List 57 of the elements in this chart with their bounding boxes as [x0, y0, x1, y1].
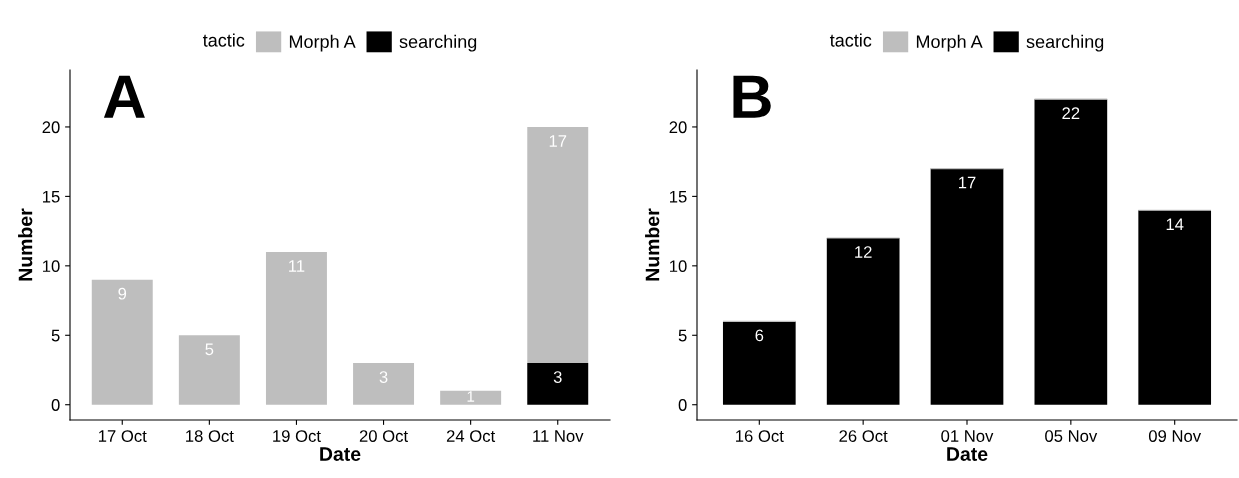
x-tick-label: 17 Oct	[98, 430, 147, 442]
y-axis-title: Number	[18, 208, 33, 281]
bar	[91, 279, 153, 405]
y-tick-label: 5	[51, 329, 60, 342]
y-tick-label: 15	[670, 190, 687, 203]
data-label: 22	[1062, 107, 1080, 119]
bar	[265, 251, 327, 405]
legend-label: Morph A	[289, 34, 356, 52]
x-tick-label: 19 Oct	[273, 430, 321, 442]
bar	[527, 126, 589, 364]
y-axis-title: Number	[645, 208, 660, 281]
x-tick-label: 20 Oct	[359, 430, 408, 442]
annotation: B	[733, 75, 771, 118]
data-label: 3	[553, 371, 562, 383]
data-label: 14	[1166, 218, 1184, 230]
x-tick-label: 01 Nov	[941, 430, 994, 442]
x-tick-label: 24 Oct	[446, 430, 496, 442]
y-tick-label: 15	[43, 190, 60, 203]
bar	[722, 321, 796, 405]
legend-title: tactic	[829, 33, 872, 47]
x-tick-label: 16 Oct	[736, 430, 784, 442]
y-tick-label: 5	[678, 329, 687, 342]
y-tick-label: 10	[670, 260, 687, 273]
legend-title: tactic	[202, 33, 245, 47]
bar	[1138, 210, 1212, 405]
x-tick-label: 26 Oct	[839, 430, 888, 442]
x-tick-label: 18 Oct	[186, 430, 234, 442]
bar	[353, 363, 415, 405]
bar	[527, 363, 589, 405]
bar	[826, 238, 900, 405]
y-tick-label: 20	[669, 121, 687, 134]
y-tick-label: 0	[678, 399, 687, 411]
data-label: 17	[959, 176, 976, 189]
x-axis-title: Date	[320, 447, 361, 461]
legend-label: searching	[1026, 34, 1104, 52]
bar	[178, 335, 240, 405]
bar	[1034, 99, 1108, 405]
x-tick-label: 05 Nov	[1045, 430, 1098, 442]
y-tick-label: 0	[51, 399, 60, 411]
bar	[440, 390, 502, 405]
data-label: 17	[549, 135, 567, 147]
data-label: 3	[379, 371, 388, 383]
x-tick-label: 11 Nov	[533, 430, 584, 442]
legend-label: searching	[399, 34, 477, 52]
x-axis-title: Date	[947, 447, 988, 461]
data-label: 9	[118, 287, 127, 300]
data-label: 6	[755, 329, 764, 342]
data-label: 5	[205, 343, 214, 356]
data-label: 11	[289, 260, 305, 272]
bar	[930, 168, 1004, 405]
data-label: 12	[855, 246, 872, 258]
y-tick-label: 10	[43, 260, 60, 273]
legend-label: Morph A	[916, 34, 983, 52]
y-tick-label: 20	[42, 121, 60, 134]
x-tick-label: 09 Nov	[1148, 430, 1202, 442]
annotation: A	[103, 75, 145, 118]
data-label: 1	[467, 391, 475, 402]
